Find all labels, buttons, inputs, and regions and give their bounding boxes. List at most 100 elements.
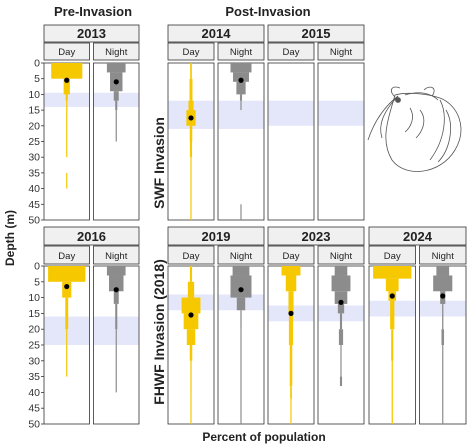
night-depth-bar — [106, 63, 126, 73]
depth-tick-label: 35 — [28, 371, 40, 383]
day-panel-label: Day — [283, 251, 300, 262]
day-depth-bar — [189, 125, 193, 142]
day-depth-bar — [62, 281, 72, 298]
night-depth-bar — [340, 345, 342, 377]
day-strip — [368, 245, 416, 265]
night-depth-bar — [236, 297, 246, 311]
night-panel-label: Night — [105, 47, 128, 58]
night-panel-label: Night — [432, 251, 455, 262]
year-label: 2016 — [77, 229, 106, 244]
day-depth-bar — [390, 300, 395, 330]
day-panel-label: Day — [183, 251, 200, 262]
day-depth-bar — [187, 281, 195, 298]
night-depth-bar — [230, 63, 252, 73]
night-mean-depth-point — [113, 79, 119, 85]
day-strip — [43, 42, 90, 61]
day-depth-bar — [63, 78, 70, 95]
day-panel-label: Day — [384, 251, 401, 262]
depth-tick-label: 15 — [28, 308, 40, 320]
day-depth-bar — [288, 313, 294, 345]
night-mean-depth-point — [338, 299, 344, 305]
night-panel-label: Night — [330, 47, 353, 58]
night-depth-bar — [115, 329, 117, 393]
year-strip — [167, 24, 265, 43]
day-depth-bar — [290, 398, 292, 424]
year-strip — [368, 226, 467, 246]
night-depth-bar — [115, 110, 117, 142]
day-strip — [267, 245, 315, 265]
day-strip — [267, 42, 315, 61]
depth-tick-label: 30 — [28, 152, 40, 164]
day-mean-depth-point — [188, 312, 194, 318]
day-depth-bar — [66, 125, 68, 158]
night-panel-label: Night — [230, 251, 253, 262]
day-mean-depth-point — [389, 293, 395, 299]
night-depth-bar — [442, 303, 444, 330]
night-depth-bar — [331, 275, 351, 292]
depth-tick-label: 45 — [28, 403, 40, 415]
zooplankton-illustration-icon — [367, 86, 462, 172]
day-depth-bar — [65, 94, 68, 101]
depth-tick-label: 10 — [28, 89, 40, 101]
night-depth-bar — [240, 100, 242, 111]
night-depth-bar — [239, 94, 243, 101]
day-depth-bar — [373, 266, 412, 279]
depth-tick-label: 20 — [28, 120, 40, 132]
day-depth-bar — [51, 63, 83, 79]
night-strip — [419, 245, 467, 265]
row2-invasion-label: FHWF Invasion (2018) — [151, 259, 167, 404]
night-depth-bar — [441, 329, 445, 345]
x-axis-label: Percent of population — [202, 430, 325, 444]
night-mean-depth-point — [440, 293, 446, 299]
day-strip — [167, 42, 215, 61]
day-depth-bar — [188, 100, 194, 111]
depth-tick-label: 25 — [28, 340, 40, 352]
night-depth-bar — [338, 329, 344, 345]
day-mean-depth-point — [64, 283, 70, 290]
day-depth-bar — [186, 329, 196, 345]
day-depth-bar — [290, 386, 292, 399]
day-depth-bar — [288, 291, 294, 314]
depth-tick-label: 5 — [34, 73, 40, 85]
night-strip — [93, 42, 140, 61]
day-depth-bar — [66, 329, 68, 377]
day-depth-bar — [391, 329, 394, 361]
depth-tick-label: 25 — [28, 136, 40, 148]
night-depth-bar — [232, 266, 250, 276]
post-invasion-header: Post-Invasion — [225, 4, 310, 19]
year-strip — [267, 226, 365, 246]
day-depth-bar — [189, 141, 193, 158]
night-plot-frame — [317, 62, 365, 221]
night-depth-bar — [339, 313, 343, 330]
day-depth-bar — [189, 345, 193, 361]
night-mean-depth-point — [113, 287, 119, 293]
night-depth-bar — [436, 266, 450, 276]
depth-tick-label: 10 — [28, 292, 40, 304]
night-depth-bar — [240, 329, 242, 424]
thermocline-band — [318, 100, 364, 126]
day-depth-bar — [181, 297, 201, 314]
day-panel-label: Day — [283, 47, 300, 58]
depth-axis-row-1: 0 5 10 15 20 25 30 35 40 45 50 — [28, 58, 44, 227]
depth-tick-label: 5 — [34, 276, 40, 288]
year-strip — [167, 226, 265, 246]
day-depth-bar — [189, 78, 193, 101]
night-strip — [217, 245, 265, 265]
depth-tick-label: 40 — [28, 183, 40, 195]
day-depth-bar — [66, 172, 68, 189]
day-depth-bar — [385, 278, 399, 292]
y-axis-label: Depth (m) — [3, 210, 17, 266]
day-depth-bar — [65, 297, 69, 330]
night-strip — [317, 245, 365, 265]
thermocline-band — [268, 100, 314, 126]
day-depth-bar — [190, 360, 192, 393]
night-depth-bar — [334, 291, 348, 304]
day-depth-bar — [281, 266, 301, 276]
year-label: 2013 — [77, 26, 106, 41]
day-depth-bar — [190, 392, 192, 424]
night-depth-bar — [113, 291, 119, 304]
